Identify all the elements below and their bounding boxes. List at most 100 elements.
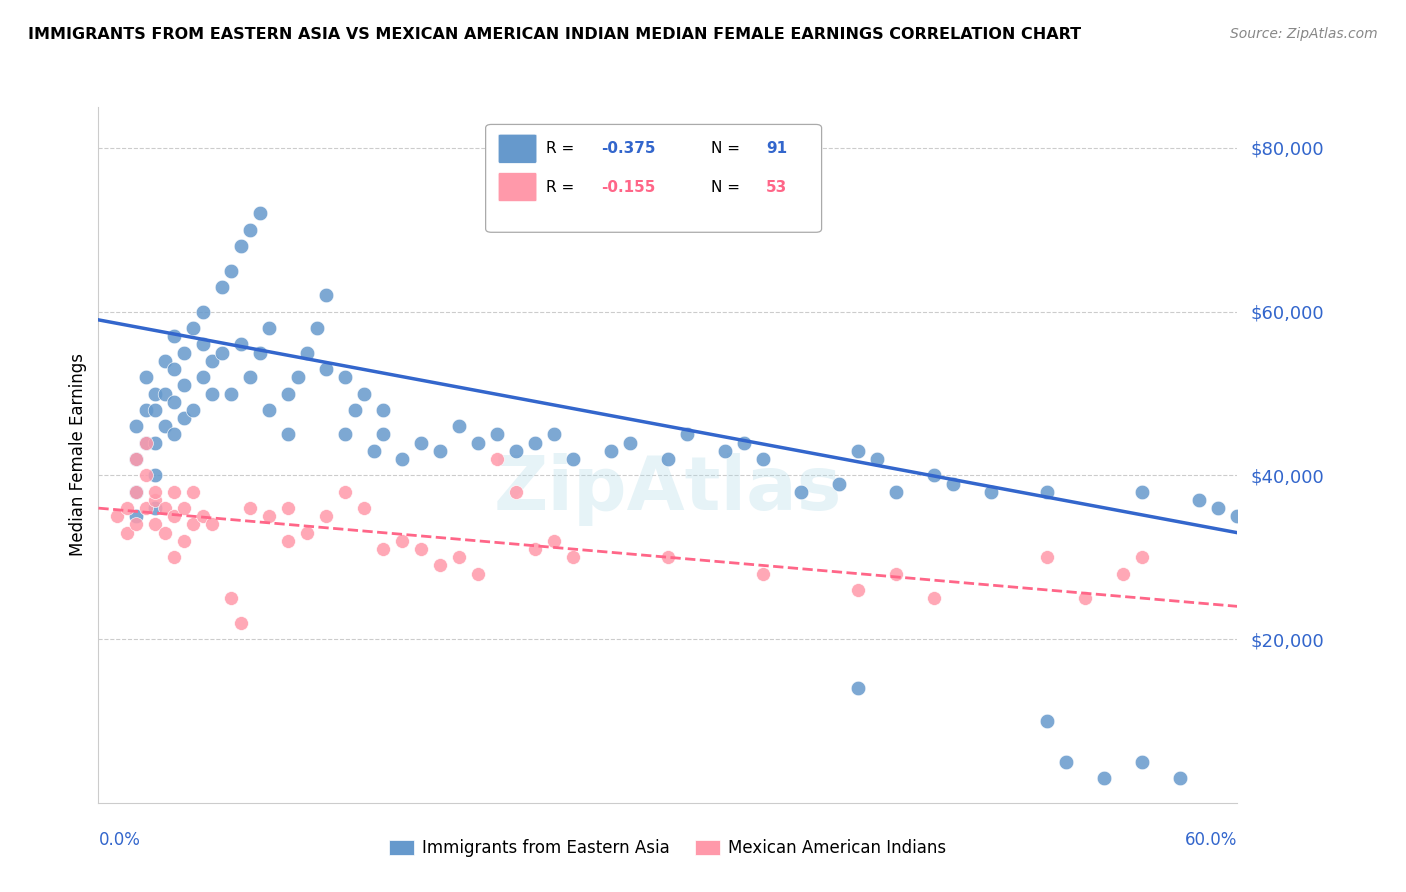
Point (846, 443, 869, 458)
Point (163, 394, 186, 409)
Point (619, 435, 641, 450)
Point (1226, 509, 1249, 524)
Point (353, 386, 375, 401)
FancyBboxPatch shape (498, 134, 537, 163)
Point (125, 452, 148, 467)
Point (543, 533, 565, 548)
Point (752, 566, 775, 581)
Legend: Immigrants from Eastern Asia, Mexican American Indians: Immigrants from Eastern Asia, Mexican Am… (382, 833, 953, 864)
Point (411, 542, 433, 557)
Point (371, 403, 394, 417)
Point (163, 484, 186, 499)
Point (676, 427, 699, 442)
Point (353, 501, 375, 516)
Point (201, 353, 224, 368)
Text: R =: R = (546, 141, 579, 156)
Point (315, 288, 337, 302)
Point (505, 443, 527, 458)
Point (277, 533, 299, 548)
Point (752, 452, 775, 467)
Point (371, 427, 394, 442)
Text: IMMIGRANTS FROM EASTERN ASIA VS MEXICAN AMERICAN INDIAN MEDIAN FEMALE EARNINGS C: IMMIGRANTS FROM EASTERN ASIA VS MEXICAN … (28, 27, 1081, 42)
Point (287, 370, 309, 384)
Point (229, 615, 252, 630)
Point (391, 452, 413, 467)
Point (828, 476, 851, 491)
Point (163, 509, 186, 524)
Point (221, 591, 243, 606)
Point (343, 403, 366, 417)
Point (135, 435, 157, 450)
Point (239, 501, 262, 516)
Point (229, 337, 252, 351)
Point (657, 550, 679, 565)
Point (163, 329, 186, 343)
Point (790, 484, 813, 499)
Point (467, 435, 489, 450)
Point (562, 452, 585, 467)
Point (173, 533, 195, 548)
Point (145, 403, 167, 417)
Point (335, 370, 357, 384)
Y-axis label: Median Female Earnings: Median Female Earnings (69, 353, 87, 557)
Point (145, 435, 167, 450)
Point (297, 525, 319, 540)
Point (191, 370, 214, 384)
Point (846, 582, 869, 597)
Point (153, 501, 176, 516)
Text: -0.155: -0.155 (600, 179, 655, 194)
Point (657, 452, 679, 467)
Point (135, 468, 157, 483)
Text: Source: ZipAtlas.com: Source: ZipAtlas.com (1230, 27, 1378, 41)
Point (866, 452, 889, 467)
Point (543, 427, 565, 442)
Point (221, 386, 243, 401)
Point (211, 280, 233, 294)
Point (191, 509, 214, 524)
Point (173, 411, 195, 425)
Point (305, 321, 328, 335)
Point (163, 550, 186, 565)
Point (524, 435, 547, 450)
Point (183, 517, 205, 532)
Text: N =: N = (711, 179, 745, 194)
Point (163, 362, 186, 376)
Point (259, 403, 281, 417)
Point (714, 443, 737, 458)
Point (249, 206, 271, 220)
Point (183, 484, 205, 499)
Point (1036, 550, 1059, 565)
Point (335, 484, 357, 499)
Text: 53: 53 (766, 179, 787, 194)
Point (125, 509, 148, 524)
Point (153, 419, 176, 434)
Point (1112, 566, 1135, 581)
Point (486, 427, 509, 442)
Point (562, 550, 585, 565)
Point (979, 484, 1001, 499)
Point (125, 452, 148, 467)
Point (125, 419, 148, 434)
Point (315, 362, 337, 376)
Point (277, 501, 299, 516)
Point (1036, 484, 1059, 499)
Point (125, 484, 148, 499)
Point (211, 345, 233, 359)
Point (391, 533, 413, 548)
Point (135, 435, 157, 450)
Text: 91: 91 (766, 141, 787, 156)
Point (411, 435, 433, 450)
Point (173, 345, 195, 359)
Point (1208, 501, 1230, 516)
Point (335, 427, 357, 442)
Text: R =: R = (546, 179, 579, 194)
Point (1132, 550, 1154, 565)
Point (107, 509, 129, 524)
Point (191, 304, 214, 318)
Point (371, 542, 394, 557)
Point (173, 378, 195, 392)
Point (1188, 492, 1211, 507)
Point (163, 427, 186, 442)
Point (145, 386, 167, 401)
Point (229, 239, 252, 253)
